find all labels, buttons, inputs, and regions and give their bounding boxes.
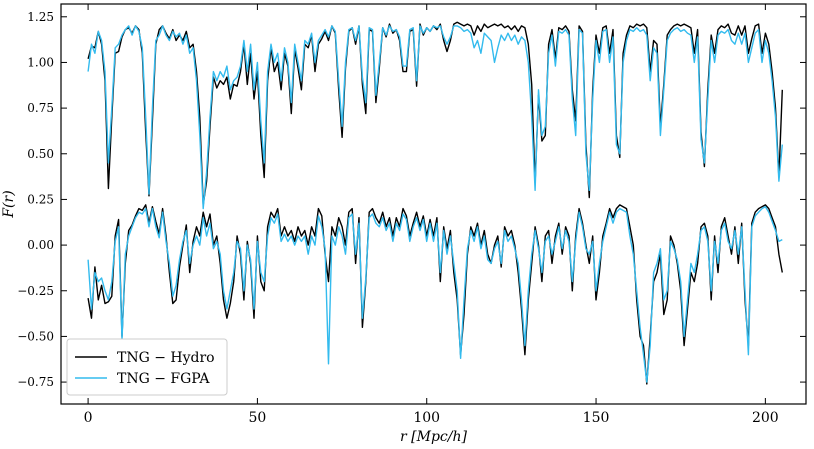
series-line-fgpa: [87, 25, 783, 383]
y-tick-label: 1.25: [27, 10, 54, 24]
y-tick-label: 0.00: [27, 238, 54, 252]
x-axis-ticks: 0 50 100 150 200: [84, 4, 779, 426]
y-tick-label: 0.25: [27, 192, 54, 206]
legend: TNG − Hydro TNG − FGPA: [66, 338, 228, 396]
series-lines: [87, 21, 783, 385]
x-tick-label: 200: [752, 410, 779, 426]
plot-frame: [60, 3, 807, 405]
y-tick-label: 1.00: [27, 55, 54, 69]
y-tick-label: 0.50: [27, 147, 54, 161]
y-tick-label: −0.50: [17, 329, 54, 343]
y-tick-label: −0.25: [17, 284, 54, 298]
y-axis-label: F(r): [1, 190, 17, 218]
legend-label-hydro: TNG − Hydro: [117, 350, 215, 366]
x-tick-label: 0: [84, 410, 93, 426]
x-tick-label: 50: [248, 410, 266, 426]
x-tick-label: 150: [583, 410, 610, 426]
x-axis-label: r [Mpc/h]: [400, 429, 467, 445]
y-axis-ticks: −0.75 −0.50 −0.25 0.00 0.25 0.50 0.75 1.00 1.25: [17, 10, 806, 389]
x-tick-label: 100: [413, 410, 440, 426]
legend-box: [66, 338, 228, 396]
series-line-hydro: [87, 21, 783, 385]
y-tick-label: −0.75: [17, 375, 54, 389]
legend-label-fgpa: TNG − FGPA: [117, 371, 210, 387]
y-tick-label: 0.75: [27, 101, 54, 115]
